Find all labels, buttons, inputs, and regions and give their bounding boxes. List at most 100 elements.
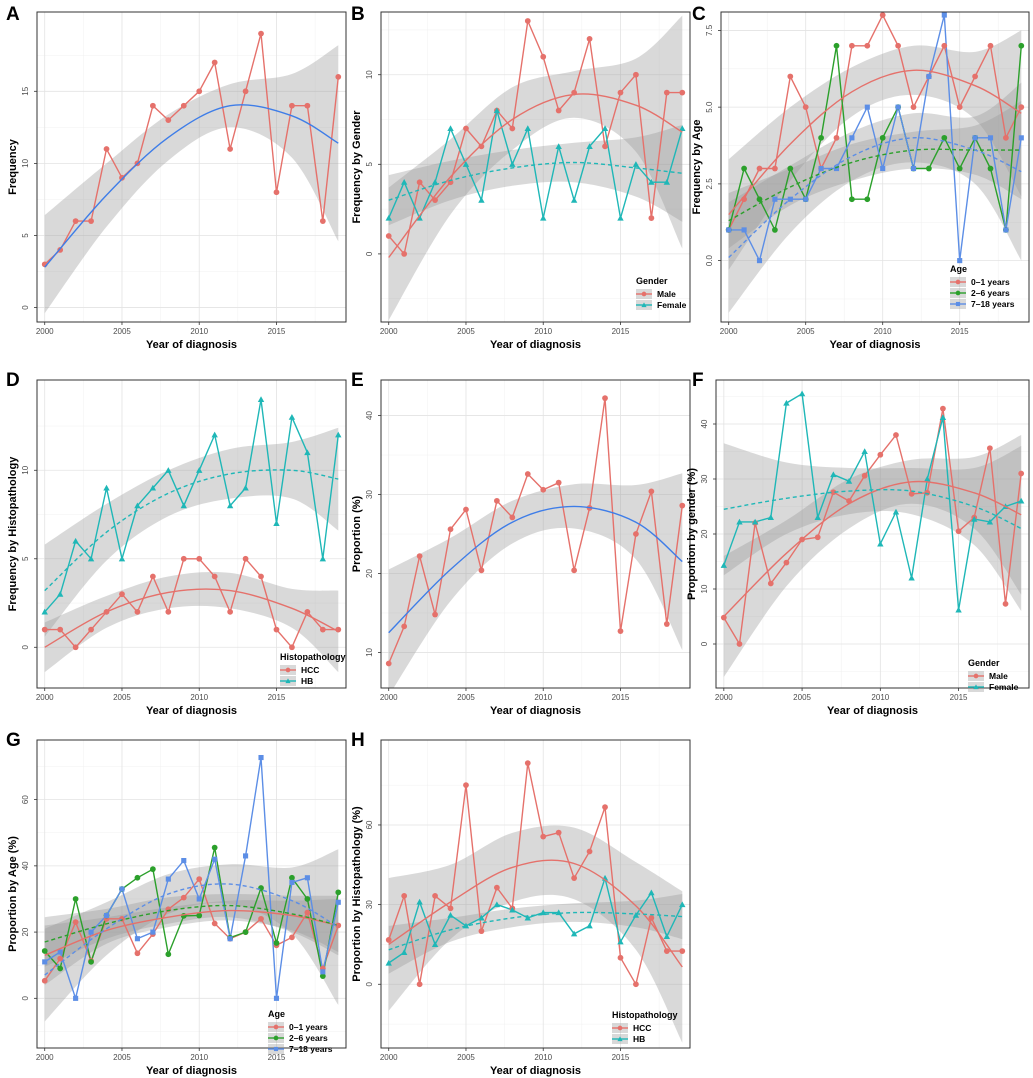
data-point: [861, 448, 868, 455]
data-point: [756, 165, 763, 172]
series-line: [388, 110, 683, 220]
data-point: [478, 143, 485, 150]
plot-frame: [36, 379, 347, 689]
data-point: [1002, 600, 1009, 607]
data-point: [910, 104, 917, 111]
data-point: [335, 889, 342, 896]
y-tick-label: 2.5: [705, 178, 714, 190]
panel-c: 2000 2005 2010 2015 0.0 2.5 5.0 7.5 Year of diag…: [691, 4, 1030, 351]
data-point: [1018, 470, 1025, 477]
data-point: [41, 948, 48, 954]
data-point: [830, 471, 837, 478]
data-point: [726, 227, 732, 233]
x-tick-label: 2005: [457, 327, 475, 336]
legend-key-marker: [955, 279, 961, 285]
x-tick-label: 2010: [874, 327, 892, 336]
legend-key-marker: [285, 678, 291, 684]
data-point: [1018, 135, 1024, 141]
data-point: [741, 165, 747, 172]
data-point: [833, 42, 840, 49]
plot-background: [37, 12, 346, 322]
y-tick-label: 40: [21, 861, 30, 870]
data-point: [119, 886, 125, 892]
data-point: [648, 488, 655, 495]
data-point: [273, 626, 280, 633]
data-point: [663, 933, 671, 940]
data-point: [1018, 42, 1025, 49]
data-point: [540, 486, 547, 493]
legend-label: Male: [657, 289, 676, 299]
data-point: [493, 901, 501, 908]
legend-key-marker: [973, 673, 979, 679]
data-point: [180, 102, 187, 109]
x-tick-label: 2000: [36, 693, 54, 702]
data-point: [601, 125, 609, 132]
data-point: [212, 856, 218, 862]
data-point: [319, 555, 327, 562]
data-point: [540, 833, 547, 840]
panel-letter: F: [692, 370, 704, 391]
data-point: [767, 580, 774, 587]
data-point: [150, 929, 156, 935]
data-point: [57, 626, 64, 633]
data-point: [319, 973, 326, 980]
legend-label: HB: [301, 676, 313, 686]
panel-g: 2000 2005 2010 2015 0 20 40 60 Year of diagnosis…: [6, 730, 347, 1077]
data-point: [926, 165, 932, 172]
data-point: [432, 892, 438, 899]
data-point: [987, 135, 994, 141]
data-point: [432, 611, 438, 618]
data-point: [401, 623, 408, 630]
data-point: [463, 506, 469, 513]
data-point: [803, 196, 809, 202]
data-point: [149, 484, 157, 491]
series-line: [44, 757, 339, 1001]
gridlines: [37, 380, 346, 688]
data-point: [833, 134, 840, 141]
data-point: [772, 196, 778, 202]
x-tick-label: 2015: [268, 1053, 286, 1062]
data-point: [400, 949, 408, 955]
data-point: [478, 928, 485, 935]
fit-curve: [723, 480, 1022, 617]
data-point: [319, 626, 326, 633]
x-tick-label: 2015: [612, 327, 630, 336]
y-tick-label: 10: [365, 647, 374, 656]
data-point: [134, 874, 141, 881]
data-point: [304, 609, 311, 615]
data-point: [633, 71, 639, 78]
y-tick-label: 20: [700, 529, 709, 538]
data-point: [555, 107, 562, 114]
data-point: [720, 562, 728, 568]
plot-frame: [380, 379, 691, 689]
data-point: [416, 981, 423, 988]
y-axis-title: Frequency by Age: [691, 120, 703, 215]
y-tick-label: 60: [21, 795, 30, 804]
data-point: [289, 874, 295, 881]
data-point: [845, 478, 853, 484]
panel-letter: A: [6, 4, 20, 25]
fit-curve: [723, 488, 1022, 530]
legend-label: 7–18 years: [971, 299, 1015, 309]
data-point: [41, 626, 48, 633]
data-point: [910, 165, 917, 172]
data-point: [258, 915, 264, 922]
data-point: [478, 196, 485, 203]
data-point: [385, 959, 392, 966]
data-point: [180, 912, 187, 919]
data-point: [478, 914, 485, 921]
legend-label: Female: [657, 300, 687, 310]
data-point: [1017, 497, 1025, 504]
x-axis-title: Year of diagnosis: [490, 705, 581, 717]
data-point: [663, 89, 670, 96]
data-point: [720, 614, 727, 621]
data-point: [211, 844, 218, 851]
y-tick-label: 0: [365, 251, 374, 256]
data-point: [986, 518, 994, 525]
plot-background: [37, 740, 346, 1048]
data-point: [571, 567, 578, 574]
fit-curve: [388, 859, 683, 968]
data-point: [633, 531, 639, 537]
panel-letter: E: [351, 370, 364, 391]
